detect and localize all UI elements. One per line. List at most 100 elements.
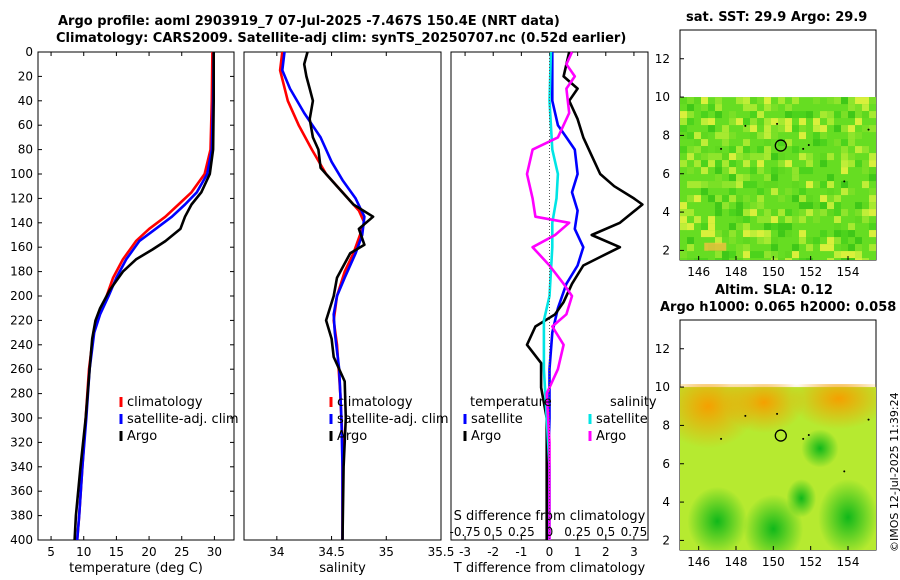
differences-x-tick-label: 1 bbox=[574, 545, 582, 559]
sst-cell bbox=[862, 104, 869, 112]
sst-cell bbox=[778, 209, 785, 217]
sst_map-island-dot bbox=[776, 122, 779, 125]
sst-cell bbox=[715, 251, 722, 259]
legend-temperature-label: Argo bbox=[471, 429, 501, 444]
sst-cell bbox=[792, 146, 799, 154]
sst-cell bbox=[680, 202, 687, 210]
sst-cell bbox=[799, 209, 806, 217]
sst-cell bbox=[827, 97, 834, 105]
sst-cell bbox=[729, 230, 736, 238]
sst-cell bbox=[806, 153, 813, 161]
sst-cell bbox=[757, 251, 764, 259]
sst-cell bbox=[764, 216, 771, 224]
sst-cell bbox=[785, 223, 792, 231]
temperature-x-tick-label: 10 bbox=[76, 545, 91, 559]
sst-cell bbox=[778, 139, 785, 147]
sst-cell bbox=[743, 209, 750, 217]
sst-cell bbox=[757, 188, 764, 196]
sst-cell bbox=[757, 111, 764, 119]
differences-x-tick-label: -3 bbox=[459, 545, 471, 559]
sst-cell bbox=[869, 153, 876, 161]
sst-cell bbox=[834, 111, 841, 119]
sst-cell bbox=[841, 167, 848, 175]
sla_map-y-tick-label: 2 bbox=[662, 533, 670, 547]
sst-cell bbox=[687, 244, 694, 252]
legend-salinity-header: salinity bbox=[610, 395, 657, 410]
temperature-x-tick-label: 5 bbox=[47, 545, 55, 559]
sst-cell bbox=[680, 160, 687, 168]
sst-cell bbox=[722, 195, 729, 203]
differences-series-s-satellite bbox=[542, 51, 560, 540]
sst-cell bbox=[743, 174, 750, 182]
depth-tick-label: 300 bbox=[10, 411, 33, 425]
salinity-legend-label: Argo bbox=[337, 429, 367, 444]
sst-cell bbox=[841, 258, 848, 260]
sla_map-x-tick-label: 154 bbox=[837, 555, 860, 569]
sst-cell bbox=[834, 139, 841, 147]
depth-tick-label: 260 bbox=[10, 362, 33, 376]
sst-cell bbox=[736, 153, 743, 161]
sst-cell bbox=[855, 209, 862, 217]
sst-cell bbox=[848, 188, 855, 196]
sst_map-y-tick-label: 10 bbox=[655, 90, 670, 104]
sst-cell bbox=[855, 202, 862, 210]
sst-cell bbox=[820, 160, 827, 168]
top-tick-label: -0.75 bbox=[450, 525, 481, 539]
sst-cell bbox=[806, 209, 813, 217]
sst_map-island-dot bbox=[807, 144, 810, 146]
sst-cell bbox=[701, 167, 708, 175]
sst-cell bbox=[757, 230, 764, 238]
sst-cell bbox=[757, 97, 764, 105]
sst-cell bbox=[799, 216, 806, 224]
sla-anomaly-blob bbox=[790, 384, 876, 430]
sst-cell bbox=[792, 167, 799, 175]
sst-cell bbox=[862, 97, 869, 105]
sst-cell bbox=[750, 125, 757, 133]
sst-cell bbox=[778, 195, 785, 203]
sst-cell bbox=[848, 230, 855, 238]
sst-cell bbox=[820, 230, 827, 238]
sst-cell bbox=[757, 118, 764, 126]
sst-cell bbox=[862, 146, 869, 154]
sst-cell bbox=[792, 125, 799, 133]
sla-anomaly-blob bbox=[743, 494, 804, 550]
differences-x-tick-label: -2 bbox=[487, 545, 499, 559]
sst-cell bbox=[715, 153, 722, 161]
sst-cell bbox=[841, 181, 848, 189]
depth-tick-label: 100 bbox=[10, 167, 33, 181]
sst-cell bbox=[736, 118, 743, 126]
sst-cell bbox=[834, 216, 841, 224]
differences-xlabel: T difference from climatology bbox=[453, 561, 646, 576]
sst-cell bbox=[799, 111, 806, 119]
sst-cell bbox=[799, 153, 806, 161]
sst-cell bbox=[834, 230, 841, 238]
differences-x-tick-label: 2 bbox=[602, 545, 610, 559]
sst-cell bbox=[708, 153, 715, 161]
sst-cell bbox=[729, 132, 736, 140]
sst-cell bbox=[750, 167, 757, 175]
sst-cell bbox=[722, 181, 729, 189]
top-axis-label: S difference from climatology bbox=[454, 509, 646, 524]
sst-cell bbox=[806, 181, 813, 189]
sst-cell bbox=[729, 118, 736, 126]
depth-tick-label: 200 bbox=[10, 289, 33, 303]
sst-cell bbox=[757, 167, 764, 175]
sst-cell bbox=[820, 244, 827, 252]
sst-cell bbox=[764, 118, 771, 126]
sst-cell bbox=[848, 153, 855, 161]
sst-cell bbox=[799, 188, 806, 196]
sst-cell bbox=[778, 223, 785, 231]
top-tick-label: 0.25 bbox=[508, 525, 535, 539]
sst-cell bbox=[771, 167, 778, 175]
sst-cell bbox=[841, 160, 848, 168]
depth-tick-label: 0 bbox=[25, 45, 33, 59]
sst-cell bbox=[708, 216, 715, 224]
sst-cell bbox=[827, 118, 834, 126]
sst-cell bbox=[855, 237, 862, 245]
salinity-x-tick-label: 34 bbox=[269, 545, 284, 559]
sst-cell bbox=[680, 111, 687, 119]
sla_map-x-tick-label: 146 bbox=[687, 555, 710, 569]
sst-cell bbox=[827, 188, 834, 196]
sst-cell bbox=[715, 97, 722, 105]
sst-cell bbox=[708, 181, 715, 189]
